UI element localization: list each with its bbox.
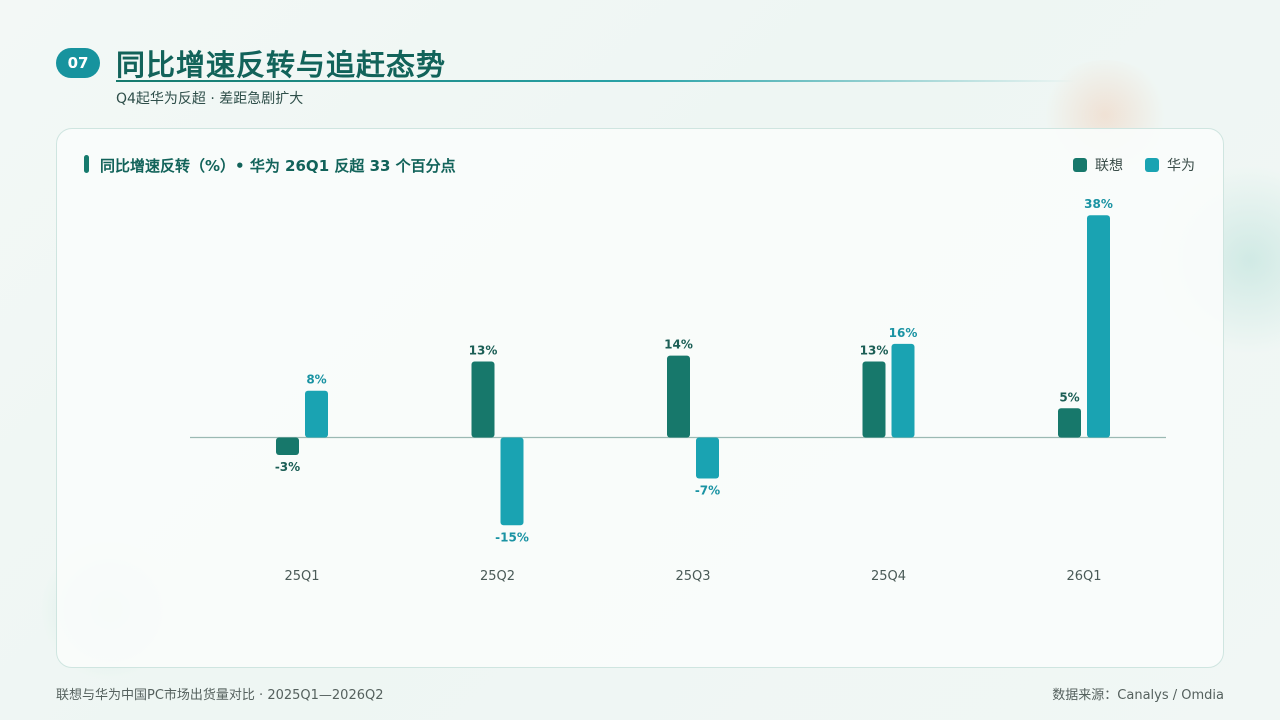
bar-huawei-25Q2: [500, 437, 524, 526]
data-label-huawei-25Q2: -15%: [495, 530, 529, 544]
data-label-lenovo-25Q1: -3%: [275, 460, 300, 474]
data-label-lenovo-25Q3: 14%: [664, 338, 693, 352]
data-label-huawei-26Q1: 38%: [1084, 197, 1113, 211]
data-label-lenovo-26Q1: 5%: [1059, 390, 1079, 404]
data-label-huawei-25Q1: 8%: [306, 373, 326, 387]
section-badge: 07: [56, 48, 100, 78]
x-tick-label-25Q3: 25Q3: [675, 569, 710, 584]
legend-swatch-huawei: [1145, 158, 1159, 172]
bar-lenovo-25Q3: [667, 355, 690, 438]
chart-title: 同比增速反转（%）• 华为 26Q1 反超 33 个百分点: [100, 157, 456, 175]
bar-lenovo-26Q1: [1058, 408, 1081, 438]
bar-huawei-25Q1: [305, 390, 328, 438]
footer-source: 数据来源：Canalys / Omdia: [1052, 688, 1224, 703]
bar-huawei-25Q3: [696, 437, 719, 479]
x-tick-label-25Q4: 25Q4: [871, 569, 906, 584]
legend-item-huawei: 华为: [1145, 155, 1195, 175]
chart-card: [56, 128, 1224, 668]
x-tick-label-25Q1: 25Q1: [284, 569, 319, 584]
legend-item-lenovo: 联想: [1073, 155, 1123, 175]
page-subtitle: Q4起华为反超 · 差距急剧扩大: [116, 91, 304, 107]
bar-lenovo-25Q1: [276, 437, 299, 456]
bar-huawei-25Q4: [891, 343, 915, 438]
data-label-huawei-25Q3: -7%: [695, 483, 720, 497]
x-tick-label-26Q1: 26Q1: [1066, 569, 1101, 584]
legend-label-lenovo: 联想: [1095, 158, 1123, 174]
data-label-huawei-25Q4: 16%: [889, 326, 918, 340]
data-label-lenovo-25Q4: 13%: [860, 343, 889, 357]
title-underline: [116, 80, 1076, 82]
chart-title-accent: [84, 155, 89, 173]
page-title: 同比增速反转与追赶态势: [116, 48, 447, 82]
x-tick-label-25Q2: 25Q2: [480, 569, 515, 584]
bar-lenovo-25Q4: [862, 361, 886, 438]
bar-huawei-26Q1: [1087, 215, 1110, 438]
bar-lenovo-25Q2: [471, 361, 495, 438]
legend-swatch-lenovo: [1073, 158, 1087, 172]
legend-label-huawei: 华为: [1167, 158, 1195, 174]
footer-note: 联想与华为中国PC市场出货量对比 · 2025Q1—2026Q2: [56, 688, 384, 703]
data-label-lenovo-25Q2: 13%: [469, 343, 498, 357]
